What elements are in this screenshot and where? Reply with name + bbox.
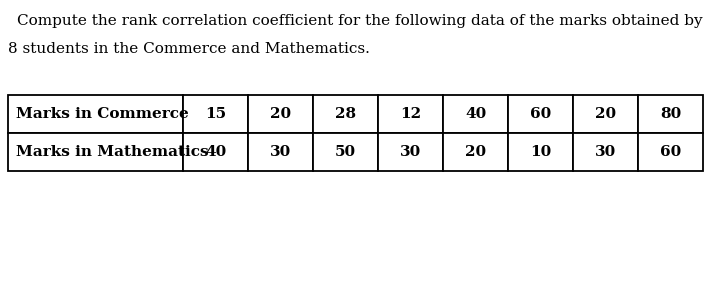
Text: 10: 10: [530, 145, 551, 159]
Bar: [378, 133, 443, 171]
Text: 40: 40: [205, 145, 226, 159]
Bar: [443, 133, 508, 171]
Text: 60: 60: [530, 107, 551, 121]
Bar: [573, 133, 638, 171]
Text: 30: 30: [270, 145, 291, 159]
Text: 20: 20: [595, 107, 616, 121]
Bar: [508, 133, 573, 171]
Bar: [248, 133, 313, 171]
Bar: [378, 95, 443, 133]
Bar: [508, 95, 573, 133]
Text: 28: 28: [335, 107, 356, 121]
Text: 30: 30: [400, 145, 421, 159]
Bar: [443, 95, 508, 133]
Text: 15: 15: [205, 107, 226, 121]
Text: 12: 12: [400, 107, 421, 121]
Text: Marks in Mathematics: Marks in Mathematics: [16, 145, 209, 159]
Bar: [248, 95, 313, 133]
Bar: [313, 95, 378, 133]
Text: 20: 20: [465, 145, 486, 159]
Bar: [183, 95, 248, 133]
Text: 8 students in the Commerce and Mathematics.: 8 students in the Commerce and Mathemati…: [8, 42, 370, 56]
Text: 20: 20: [270, 107, 291, 121]
Bar: [8, 95, 183, 133]
Text: 30: 30: [595, 145, 616, 159]
Text: 40: 40: [465, 107, 486, 121]
Bar: [573, 95, 638, 133]
Text: Compute the rank correlation coefficient for the following data of the marks obt: Compute the rank correlation coefficient…: [17, 14, 703, 28]
Bar: [183, 133, 248, 171]
Bar: [638, 95, 703, 133]
Bar: [8, 133, 183, 171]
Text: Marks in Commerce: Marks in Commerce: [16, 107, 189, 121]
Bar: [313, 133, 378, 171]
Text: 60: 60: [660, 145, 681, 159]
Text: 80: 80: [660, 107, 681, 121]
Text: 50: 50: [335, 145, 356, 159]
Bar: [638, 133, 703, 171]
